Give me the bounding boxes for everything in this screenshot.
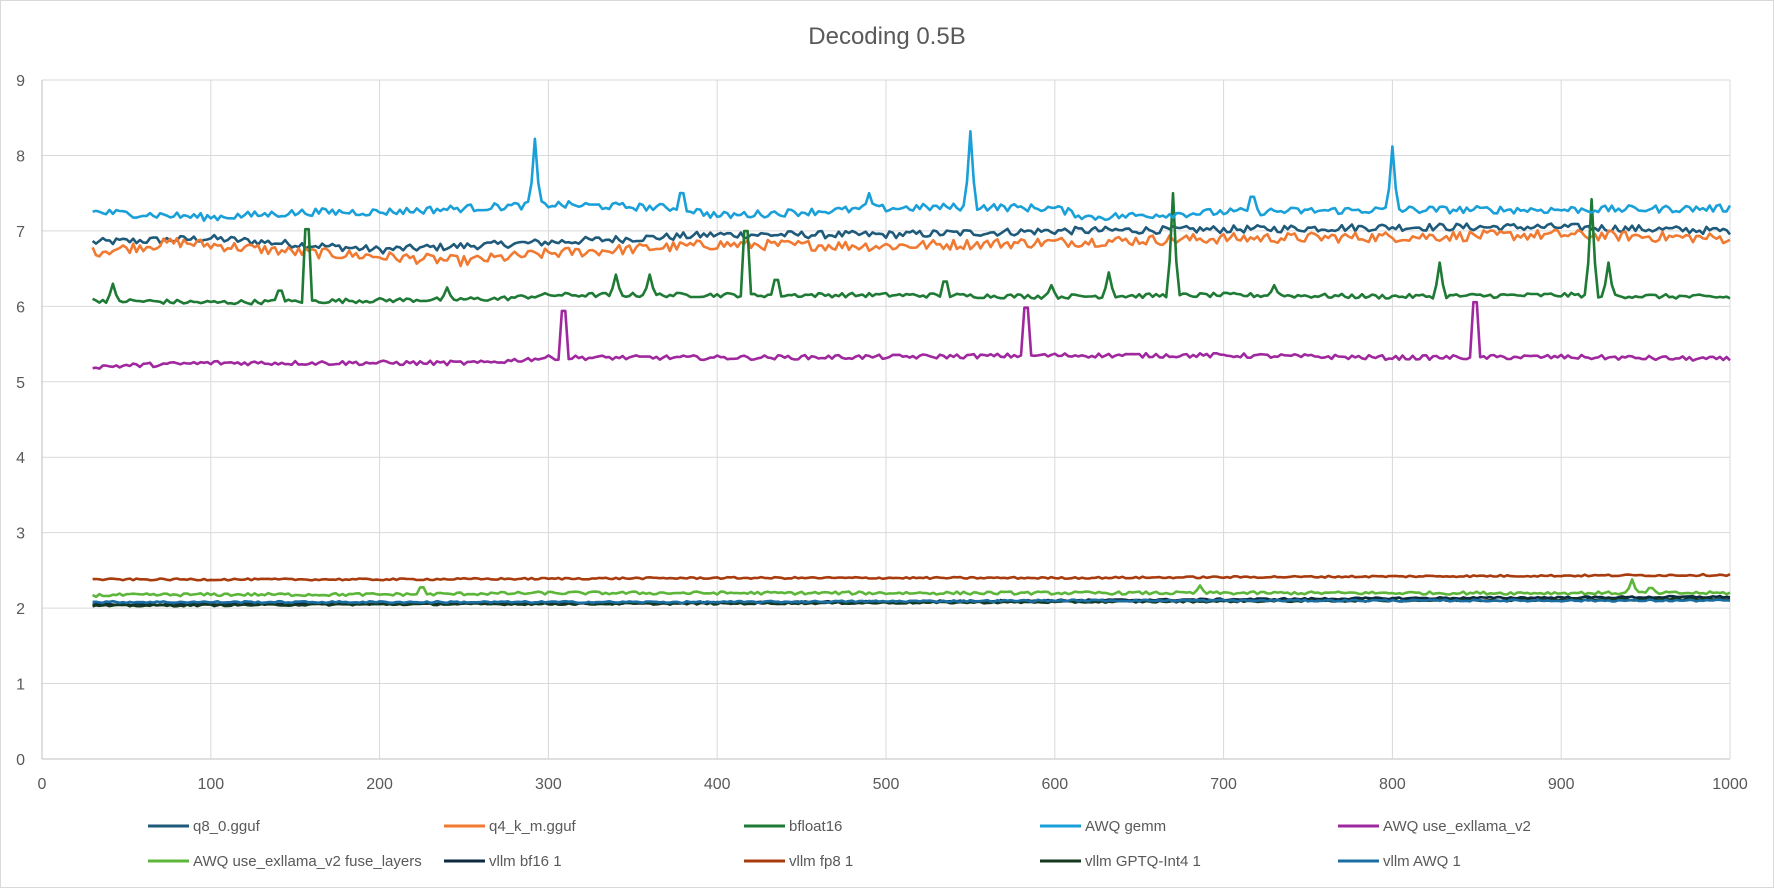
legend-label: bfloat16	[789, 818, 842, 835]
y-tick-label: 4	[16, 450, 25, 467]
axes: 0 1 2 3 4 5 6 7 8 9 0 100 200 300 400 500 600 700 800 900 10…	[16, 73, 1748, 793]
series-line	[92, 598, 1731, 605]
legend-label: q8_0.gguf	[193, 818, 261, 835]
series-line	[92, 300, 1731, 370]
y-tick-label: 7	[16, 224, 25, 241]
series-line	[91, 222, 1732, 255]
series-line	[92, 191, 1731, 306]
legend-entry: bfloat16	[744, 818, 842, 835]
legend-entry: q4_k_m.gguf	[444, 818, 577, 835]
x-tick-label: 0	[38, 776, 47, 793]
y-tick-label: 5	[16, 375, 25, 392]
legend-entry: vllm AWQ 1	[1338, 853, 1461, 870]
series-line	[92, 130, 1732, 222]
legend-label: AWQ gemm	[1085, 818, 1166, 835]
legend-entry: AWQ use_exllama_v2 fuse_layers	[148, 853, 422, 870]
y-tick-label: 3	[16, 526, 25, 543]
x-tick-label: 100	[197, 776, 224, 793]
y-tick-label: 6	[16, 299, 25, 316]
y-tick-label: 1	[16, 677, 25, 694]
legend-entry: vllm fp8 1	[744, 853, 853, 870]
legend-label: vllm fp8 1	[789, 853, 853, 870]
legend-entry: q8_0.gguf	[148, 818, 261, 835]
x-tick-label: 600	[1041, 776, 1068, 793]
chart-title: Decoding 0.5B	[808, 23, 965, 50]
series-line	[91, 228, 1731, 268]
legend-label: AWQ use_exllama_v2	[1383, 818, 1531, 835]
grid	[41, 79, 1731, 760]
x-tick-label: 1000	[1712, 776, 1748, 793]
legend-label: vllm GPTQ-Int4 1	[1085, 853, 1201, 870]
legend-label: vllm AWQ 1	[1383, 853, 1461, 870]
legend-label: q4_k_m.gguf	[489, 818, 577, 835]
x-tick-label: 200	[366, 776, 393, 793]
legend-entry: AWQ gemm	[1040, 818, 1166, 835]
legend: q8_0.gguf q4_k_m.gguf bfloat16 AWQ gemm AWQ …	[148, 818, 1531, 870]
legend-entry: AWQ use_exllama_v2	[1338, 818, 1531, 835]
series-line	[91, 578, 1731, 599]
series-lines	[91, 130, 1732, 608]
y-tick-label: 9	[16, 73, 25, 90]
y-tick-label: 0	[16, 752, 25, 769]
x-tick-label: 700	[1210, 776, 1237, 793]
legend-label: AWQ use_exllama_v2 fuse_layers	[193, 853, 422, 870]
x-tick-label: 400	[704, 776, 731, 793]
legend-entry: vllm GPTQ-Int4 1	[1040, 853, 1201, 870]
legend-label: vllm bf16 1	[489, 853, 562, 870]
y-tick-label: 8	[16, 148, 25, 165]
x-tick-label: 300	[535, 776, 562, 793]
legend-entry: vllm bf16 1	[444, 853, 562, 870]
x-tick-label: 900	[1548, 776, 1575, 793]
series-line	[92, 572, 1731, 582]
x-tick-label: 800	[1379, 776, 1406, 793]
x-tick-label: 500	[873, 776, 900, 793]
y-tick-label: 2	[16, 601, 25, 618]
